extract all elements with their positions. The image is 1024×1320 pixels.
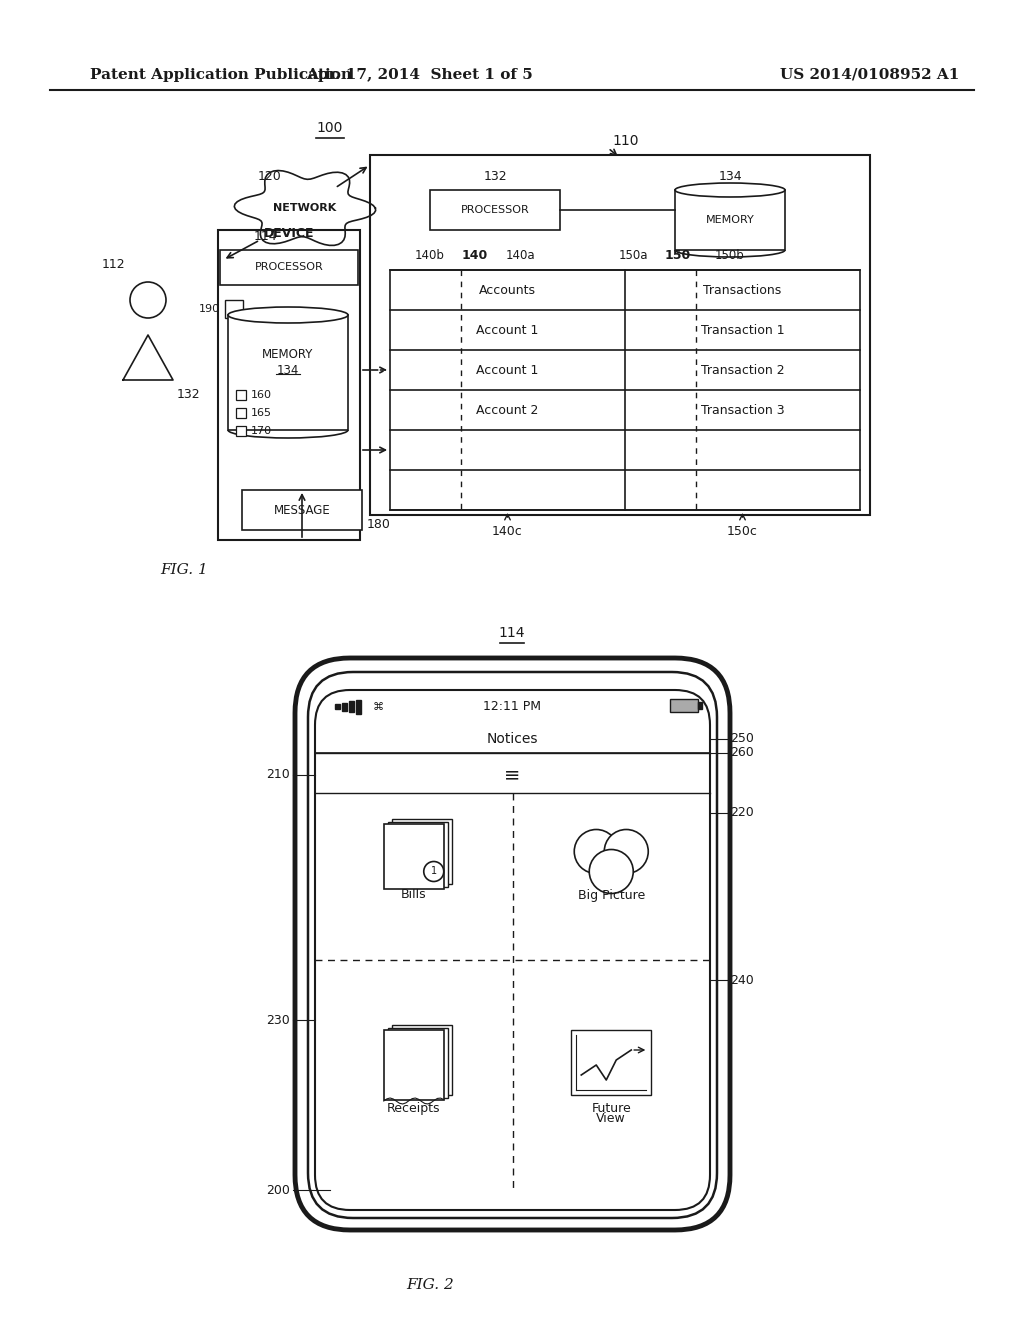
Text: Transaction 2: Transaction 2: [700, 363, 784, 376]
Text: PROCESSOR: PROCESSOR: [461, 205, 529, 215]
Text: 1: 1: [431, 866, 437, 876]
Text: Notices: Notices: [486, 733, 539, 746]
Text: 140: 140: [462, 249, 488, 261]
FancyBboxPatch shape: [675, 190, 785, 249]
Text: 180: 180: [367, 519, 391, 532]
Bar: [356, 700, 361, 714]
Text: Patent Application Publication: Patent Application Publication: [90, 69, 352, 82]
FancyBboxPatch shape: [390, 271, 860, 510]
Text: 114: 114: [499, 626, 525, 640]
Circle shape: [589, 850, 633, 894]
FancyBboxPatch shape: [295, 657, 730, 1230]
Text: MEMORY: MEMORY: [262, 348, 313, 362]
FancyBboxPatch shape: [218, 230, 360, 540]
FancyBboxPatch shape: [430, 190, 560, 230]
FancyBboxPatch shape: [384, 824, 443, 888]
Text: 110: 110: [612, 135, 639, 148]
Text: MESSAGE: MESSAGE: [273, 503, 331, 516]
FancyBboxPatch shape: [384, 1030, 443, 1100]
Text: Big Picture: Big Picture: [578, 888, 645, 902]
Circle shape: [574, 829, 618, 874]
FancyBboxPatch shape: [388, 1028, 447, 1098]
Text: 132: 132: [176, 388, 200, 401]
Text: Account 1: Account 1: [476, 323, 539, 337]
Text: 260: 260: [730, 747, 754, 759]
Text: 140b: 140b: [415, 249, 445, 261]
Text: 230: 230: [266, 1014, 290, 1027]
Text: Future: Future: [592, 1102, 631, 1115]
FancyBboxPatch shape: [571, 1030, 651, 1096]
Text: 165: 165: [251, 408, 272, 418]
Text: 150: 150: [665, 249, 691, 261]
Text: Transactions: Transactions: [703, 284, 781, 297]
FancyBboxPatch shape: [236, 389, 246, 400]
Ellipse shape: [675, 183, 785, 197]
Text: 132: 132: [483, 170, 507, 183]
Text: View: View: [596, 1111, 626, 1125]
FancyBboxPatch shape: [236, 426, 246, 436]
Text: FIG. 1: FIG. 1: [160, 564, 208, 577]
Text: 120: 120: [258, 170, 282, 183]
Text: 200: 200: [266, 1184, 290, 1196]
Text: US 2014/0108952 A1: US 2014/0108952 A1: [780, 69, 959, 82]
Text: 170: 170: [251, 426, 272, 436]
FancyBboxPatch shape: [225, 300, 243, 318]
Text: 220: 220: [730, 807, 754, 820]
Text: FIG. 2: FIG. 2: [407, 1278, 454, 1292]
Bar: [698, 702, 702, 709]
Text: Account 2: Account 2: [476, 404, 539, 417]
Text: 112: 112: [101, 259, 125, 272]
Text: Accounts: Accounts: [479, 284, 536, 297]
Text: 140c: 140c: [493, 525, 523, 539]
Text: 114: 114: [253, 231, 276, 243]
FancyBboxPatch shape: [242, 490, 362, 531]
Text: DEVICE: DEVICE: [264, 227, 314, 240]
Circle shape: [130, 282, 166, 318]
FancyBboxPatch shape: [670, 700, 698, 711]
Text: ⌘: ⌘: [373, 702, 384, 711]
Text: 100: 100: [316, 121, 343, 135]
FancyBboxPatch shape: [220, 249, 358, 285]
Text: Account 1: Account 1: [476, 363, 539, 376]
FancyBboxPatch shape: [236, 408, 246, 418]
FancyBboxPatch shape: [388, 822, 447, 887]
Text: 160: 160: [251, 389, 272, 400]
Text: Receipts: Receipts: [387, 1102, 440, 1115]
FancyBboxPatch shape: [392, 1026, 452, 1096]
Bar: [349, 701, 354, 711]
FancyBboxPatch shape: [228, 315, 348, 430]
Text: Transaction 3: Transaction 3: [700, 404, 784, 417]
Text: 134: 134: [718, 170, 741, 183]
Ellipse shape: [228, 308, 348, 323]
Text: 150a: 150a: [618, 249, 648, 261]
Text: Transaction 1: Transaction 1: [700, 323, 784, 337]
Text: 150b: 150b: [715, 249, 744, 261]
Text: NETWORK: NETWORK: [273, 203, 337, 213]
Text: 240: 240: [730, 974, 754, 986]
Text: 210: 210: [266, 768, 290, 781]
Text: MEMORY: MEMORY: [706, 215, 755, 224]
Text: 140a: 140a: [505, 249, 535, 261]
Text: Apr. 17, 2014  Sheet 1 of 5: Apr. 17, 2014 Sheet 1 of 5: [306, 69, 534, 82]
Text: Bills: Bills: [401, 888, 427, 902]
Bar: [342, 704, 347, 711]
Text: 134: 134: [276, 363, 299, 376]
FancyBboxPatch shape: [370, 154, 870, 515]
Text: 12:11 PM: 12:11 PM: [483, 701, 541, 714]
Circle shape: [424, 862, 443, 882]
Bar: [335, 704, 340, 709]
FancyBboxPatch shape: [315, 690, 710, 1210]
FancyBboxPatch shape: [308, 672, 717, 1218]
Circle shape: [604, 829, 648, 874]
Text: PROCESSOR: PROCESSOR: [255, 263, 324, 272]
Text: 250: 250: [730, 733, 754, 746]
FancyBboxPatch shape: [392, 818, 452, 884]
Text: ≡: ≡: [504, 766, 520, 784]
Text: 190: 190: [199, 304, 220, 314]
Text: 150c: 150c: [727, 525, 758, 539]
